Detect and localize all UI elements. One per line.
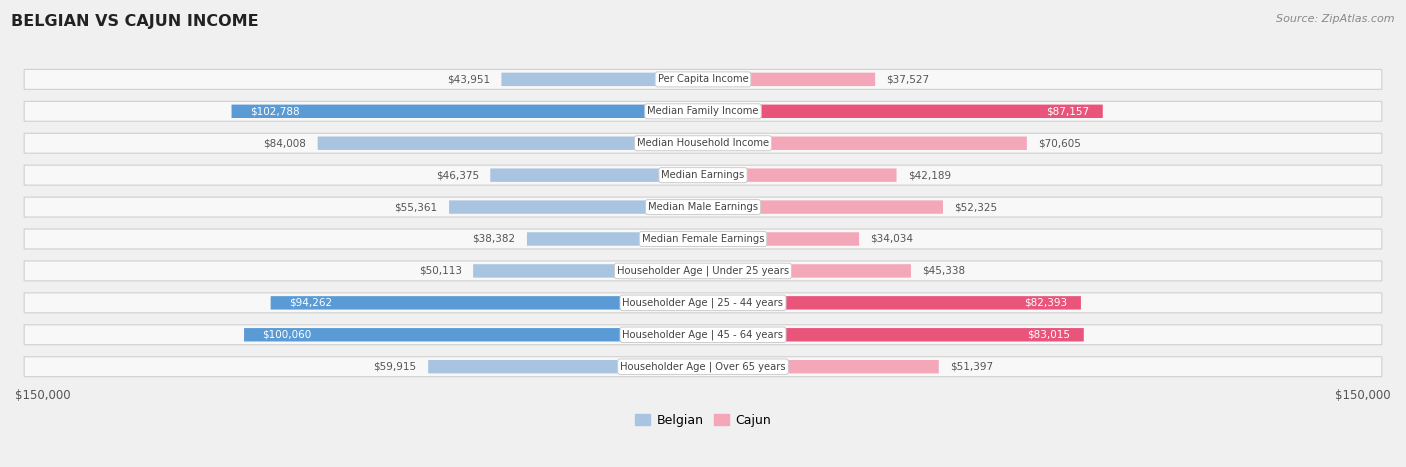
FancyBboxPatch shape [703, 264, 911, 277]
FancyBboxPatch shape [703, 73, 875, 86]
Text: Householder Age | 25 - 44 years: Householder Age | 25 - 44 years [623, 297, 783, 308]
Text: $102,788: $102,788 [250, 106, 299, 116]
Text: Householder Age | Under 25 years: Householder Age | Under 25 years [617, 266, 789, 276]
Text: Householder Age | Over 65 years: Householder Age | Over 65 years [620, 361, 786, 372]
FancyBboxPatch shape [449, 200, 703, 214]
FancyBboxPatch shape [703, 169, 897, 182]
FancyBboxPatch shape [703, 136, 1026, 150]
FancyBboxPatch shape [703, 360, 939, 374]
Text: $100,060: $100,060 [263, 330, 312, 340]
FancyBboxPatch shape [24, 101, 1382, 121]
Text: $43,951: $43,951 [447, 74, 489, 85]
Text: $45,338: $45,338 [922, 266, 966, 276]
Text: $83,015: $83,015 [1026, 330, 1070, 340]
Text: Median Household Income: Median Household Income [637, 138, 769, 148]
FancyBboxPatch shape [703, 200, 943, 214]
FancyBboxPatch shape [474, 264, 703, 277]
Text: $82,393: $82,393 [1024, 298, 1067, 308]
Legend: Belgian, Cajun: Belgian, Cajun [630, 409, 776, 432]
Text: Median Female Earnings: Median Female Earnings [641, 234, 765, 244]
Text: $94,262: $94,262 [290, 298, 332, 308]
Text: $87,157: $87,157 [1046, 106, 1090, 116]
FancyBboxPatch shape [527, 232, 703, 246]
Text: $42,189: $42,189 [908, 170, 950, 180]
Text: Median Family Income: Median Family Income [647, 106, 759, 116]
FancyBboxPatch shape [703, 296, 1081, 310]
FancyBboxPatch shape [24, 70, 1382, 89]
Text: Source: ZipAtlas.com: Source: ZipAtlas.com [1277, 14, 1395, 24]
Text: $50,113: $50,113 [419, 266, 461, 276]
FancyBboxPatch shape [24, 357, 1382, 377]
Text: Median Earnings: Median Earnings [661, 170, 745, 180]
FancyBboxPatch shape [24, 165, 1382, 185]
FancyBboxPatch shape [703, 105, 1102, 118]
FancyBboxPatch shape [24, 229, 1382, 249]
Text: $150,000: $150,000 [1336, 389, 1391, 402]
FancyBboxPatch shape [318, 136, 703, 150]
Text: $46,375: $46,375 [436, 170, 479, 180]
FancyBboxPatch shape [703, 232, 859, 246]
FancyBboxPatch shape [245, 328, 703, 341]
Text: Householder Age | 45 - 64 years: Householder Age | 45 - 64 years [623, 330, 783, 340]
FancyBboxPatch shape [24, 325, 1382, 345]
FancyBboxPatch shape [429, 360, 703, 374]
Text: $38,382: $38,382 [472, 234, 516, 244]
Text: BELGIAN VS CAJUN INCOME: BELGIAN VS CAJUN INCOME [11, 14, 259, 29]
FancyBboxPatch shape [491, 169, 703, 182]
FancyBboxPatch shape [24, 293, 1382, 313]
Text: $70,605: $70,605 [1038, 138, 1081, 148]
FancyBboxPatch shape [270, 296, 703, 310]
FancyBboxPatch shape [703, 328, 1084, 341]
Text: $150,000: $150,000 [15, 389, 70, 402]
Text: $51,397: $51,397 [950, 362, 993, 372]
Text: $59,915: $59,915 [374, 362, 416, 372]
Text: $37,527: $37,527 [887, 74, 929, 85]
Text: Per Capita Income: Per Capita Income [658, 74, 748, 85]
Text: Median Male Earnings: Median Male Earnings [648, 202, 758, 212]
FancyBboxPatch shape [502, 73, 703, 86]
FancyBboxPatch shape [24, 133, 1382, 153]
Text: $55,361: $55,361 [395, 202, 437, 212]
Text: $52,325: $52,325 [955, 202, 998, 212]
Text: $84,008: $84,008 [263, 138, 307, 148]
FancyBboxPatch shape [232, 105, 703, 118]
FancyBboxPatch shape [24, 197, 1382, 217]
FancyBboxPatch shape [24, 261, 1382, 281]
Text: $34,034: $34,034 [870, 234, 914, 244]
